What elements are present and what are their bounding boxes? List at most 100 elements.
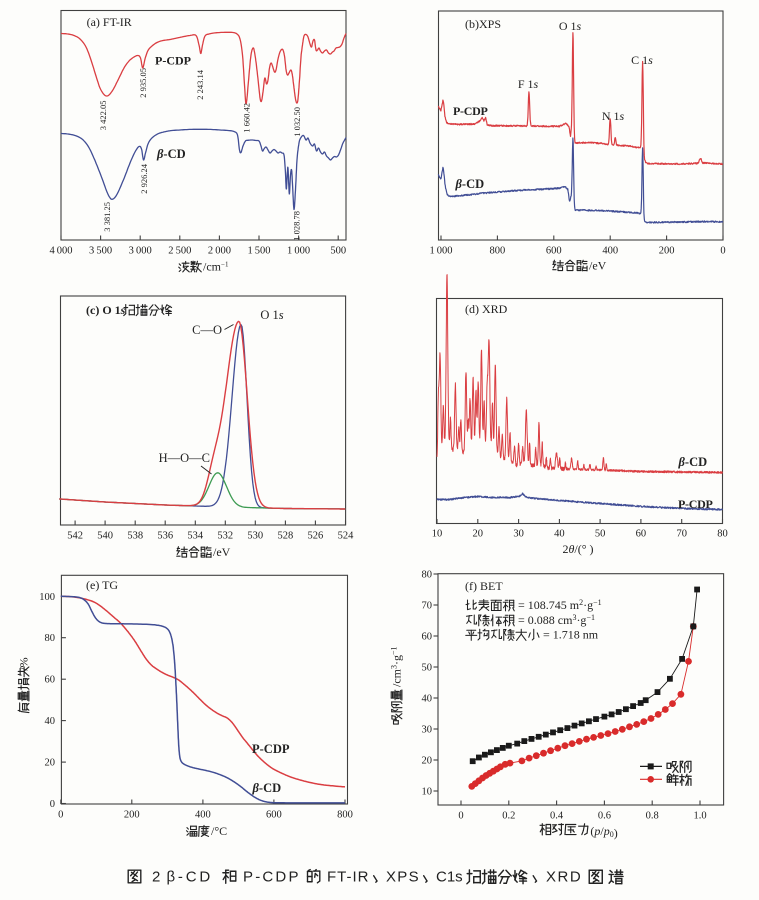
svg-text:400: 400 bbox=[195, 810, 211, 821]
svg-text:0: 0 bbox=[458, 811, 463, 822]
svg-text:P-CDP: P-CDP bbox=[453, 104, 488, 118]
svg-text:60: 60 bbox=[45, 675, 56, 686]
svg-text:P-CDP: P-CDP bbox=[155, 54, 191, 68]
svg-text:β-CD: β-CD bbox=[252, 781, 282, 795]
svg-text:C1s: C1s bbox=[436, 869, 463, 886]
svg-text:3 381.25: 3 381.25 bbox=[102, 202, 112, 232]
svg-text:40: 40 bbox=[422, 694, 433, 705]
svg-text:1 500: 1 500 bbox=[247, 246, 270, 257]
svg-text:(a) FT-IR: (a) FT-IR bbox=[87, 15, 132, 29]
svg-text:100: 100 bbox=[39, 592, 55, 603]
svg-text:800: 800 bbox=[490, 246, 506, 257]
svg-text:80: 80 bbox=[717, 529, 728, 540]
svg-text:1 032.50: 1 032.50 bbox=[292, 107, 302, 137]
svg-text:β-CD: β-CD bbox=[167, 869, 214, 886]
svg-text:0.8: 0.8 bbox=[646, 811, 659, 822]
svg-text:1 000: 1 000 bbox=[429, 246, 452, 257]
svg-text:20: 20 bbox=[422, 756, 433, 767]
svg-text:N 1s: N 1s bbox=[602, 109, 625, 123]
svg-text:70: 70 bbox=[676, 529, 687, 540]
svg-text:O 1s: O 1s bbox=[559, 19, 582, 33]
svg-text:1 028.78: 1 028.78 bbox=[292, 211, 302, 241]
svg-text:1.0: 1.0 bbox=[693, 811, 706, 822]
svg-text:/%: /% bbox=[17, 657, 31, 670]
svg-text:C 1s: C 1s bbox=[631, 53, 653, 67]
svg-text:800: 800 bbox=[337, 810, 353, 821]
svg-text:2 935.05: 2 935.05 bbox=[138, 68, 148, 98]
svg-text:200: 200 bbox=[659, 246, 675, 257]
svg-text:(b)XPS: (b)XPS bbox=[465, 17, 501, 31]
svg-text:2θ/(° ): 2θ/(° ) bbox=[562, 542, 593, 556]
svg-text:500: 500 bbox=[330, 246, 346, 257]
svg-text:/eV: /eV bbox=[589, 259, 607, 273]
svg-text:30: 30 bbox=[422, 725, 433, 736]
svg-text:60: 60 bbox=[636, 529, 647, 540]
svg-text:P-CDP: P-CDP bbox=[678, 497, 713, 511]
svg-text:70: 70 bbox=[422, 601, 433, 612]
svg-text:P-CDP: P-CDP bbox=[243, 869, 301, 886]
svg-text:2: 2 bbox=[152, 869, 160, 886]
svg-text:β-CD: β-CD bbox=[156, 147, 186, 161]
svg-text:10: 10 bbox=[432, 529, 443, 540]
svg-text:C—O: C—O bbox=[192, 323, 222, 337]
svg-text:600: 600 bbox=[266, 810, 282, 821]
svg-text:P-CDP: P-CDP bbox=[252, 742, 290, 756]
svg-text:30: 30 bbox=[513, 529, 524, 540]
svg-text:0: 0 bbox=[58, 810, 63, 821]
svg-text:526: 526 bbox=[308, 531, 324, 542]
svg-text:0: 0 bbox=[720, 246, 725, 257]
svg-text:= 108.745 m2·g−1: = 108.745 m2·g−1 bbox=[518, 598, 602, 612]
svg-text:2 500: 2 500 bbox=[168, 246, 191, 257]
svg-text:60: 60 bbox=[422, 632, 433, 643]
svg-text:(p/p0): (p/p0) bbox=[590, 824, 617, 840]
svg-text:(e) TG: (e) TG bbox=[86, 578, 118, 592]
svg-text:/cm−1: /cm−1 bbox=[203, 260, 229, 274]
svg-text:2 926.24: 2 926.24 bbox=[139, 163, 149, 194]
svg-text:3 500: 3 500 bbox=[89, 246, 112, 257]
svg-text:20: 20 bbox=[45, 758, 56, 769]
svg-text:540: 540 bbox=[97, 531, 113, 542]
svg-text:80: 80 bbox=[422, 570, 433, 581]
svg-text:XRD: XRD bbox=[546, 869, 582, 886]
svg-text:(d) XRD: (d) XRD bbox=[465, 302, 508, 316]
svg-text:20: 20 bbox=[473, 529, 484, 540]
svg-text:/eV: /eV bbox=[213, 545, 231, 559]
svg-text:F 1s: F 1s bbox=[518, 77, 539, 91]
svg-text:50: 50 bbox=[595, 529, 606, 540]
svg-text:= 0.088 cm3·g−1: = 0.088 cm3·g−1 bbox=[518, 613, 595, 627]
svg-text:40: 40 bbox=[45, 716, 56, 727]
svg-text:542: 542 bbox=[67, 531, 83, 542]
svg-text:3 422.05: 3 422.05 bbox=[98, 101, 108, 131]
svg-text:0: 0 bbox=[50, 799, 55, 810]
svg-text:4 000: 4 000 bbox=[49, 246, 72, 257]
svg-text:1 660.42: 1 660.42 bbox=[241, 103, 251, 133]
svg-text:H—O—C: H—O—C bbox=[159, 451, 210, 465]
svg-text:/cm3·g−1: /cm3·g−1 bbox=[390, 646, 404, 687]
svg-text:1 000: 1 000 bbox=[287, 246, 310, 257]
svg-text:β-CD: β-CD bbox=[678, 455, 708, 469]
svg-text:2 243.14: 2 243.14 bbox=[195, 69, 205, 100]
svg-text:400: 400 bbox=[602, 246, 618, 257]
svg-text:538: 538 bbox=[127, 531, 143, 542]
svg-text:40: 40 bbox=[554, 529, 565, 540]
svg-text:(c) O 1s: (c) O 1s bbox=[86, 303, 126, 317]
svg-text:536: 536 bbox=[157, 531, 173, 542]
svg-text:532: 532 bbox=[217, 531, 233, 542]
svg-text:600: 600 bbox=[546, 246, 562, 257]
svg-text:0.4: 0.4 bbox=[550, 811, 564, 822]
svg-text:/°C: /°C bbox=[211, 824, 227, 838]
svg-text:0.6: 0.6 bbox=[598, 811, 611, 822]
svg-text:= 1.718 nm: = 1.718 nm bbox=[543, 628, 599, 642]
svg-text:3 000: 3 000 bbox=[129, 246, 152, 257]
svg-text:530: 530 bbox=[247, 531, 263, 542]
svg-text:FT-IR: FT-IR bbox=[327, 869, 370, 886]
svg-text:10: 10 bbox=[422, 787, 433, 798]
svg-text:O 1s: O 1s bbox=[260, 308, 283, 322]
svg-text:XPS: XPS bbox=[386, 869, 420, 886]
svg-text:200: 200 bbox=[124, 810, 140, 821]
svg-text:2 000: 2 000 bbox=[208, 246, 231, 257]
svg-text:534: 534 bbox=[187, 531, 204, 542]
svg-text:528: 528 bbox=[278, 531, 294, 542]
svg-text:524: 524 bbox=[338, 531, 355, 542]
svg-text:(f) BET: (f) BET bbox=[465, 579, 503, 593]
